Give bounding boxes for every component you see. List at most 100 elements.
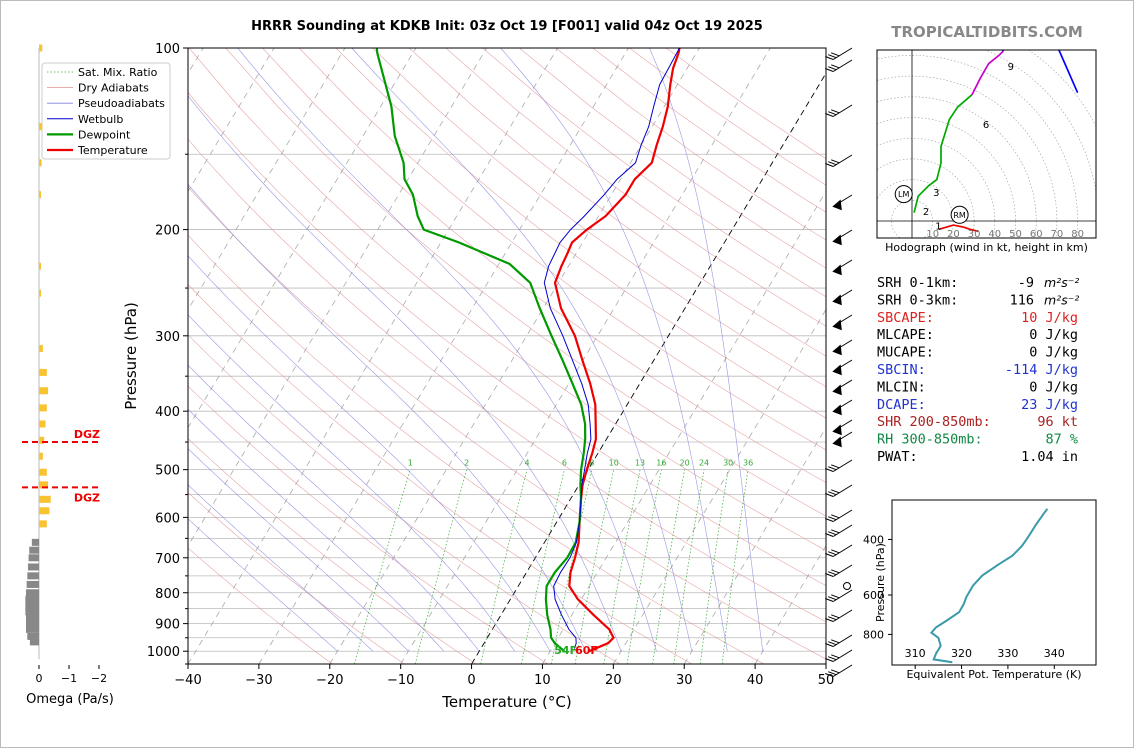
theta-e-area (929, 508, 1049, 664)
omega-bar-positive (39, 345, 43, 353)
isotherm (329, 48, 700, 664)
wind-barb-flag (832, 199, 842, 211)
wind-barb-feather (825, 598, 834, 602)
mixing-ratio-line (550, 469, 593, 664)
omega-tick-label: −2 (91, 672, 107, 685)
x-tick-label: 50 (818, 673, 835, 688)
omega-tick-label: 0 (36, 672, 43, 685)
wind-barb (832, 509, 853, 522)
hodograph-area: 10 20 30 40 50 60 70 80 123 6 9 LM RM (877, 50, 1096, 240)
wind-barb-feather (831, 159, 840, 164)
y-tick-label: 700 (155, 552, 180, 567)
hodograph-height-label: 3 (933, 188, 939, 199)
wind-barb-feather (825, 56, 834, 60)
omega-bar-negative (29, 638, 39, 646)
mixing-ratio-line (721, 469, 749, 664)
omega-bar-negative (26, 620, 39, 628)
dry-adiabat (408, 48, 826, 357)
y-tick-label: 500 (155, 464, 180, 479)
profile-temperature (553, 48, 681, 653)
omega-bar-negative (26, 614, 39, 622)
legend-entry: Temperature (77, 144, 148, 157)
stat-value: 96 kt (1037, 414, 1078, 430)
stat-value: -114 J/kg (1005, 362, 1078, 378)
dgz-label: DGZ (74, 428, 100, 441)
wind-barb-feather (825, 533, 834, 537)
dry-adiabat (445, 48, 826, 327)
stat-label: SRH 0-1km: (877, 275, 958, 291)
theta-e-y-tick-label: 400 (863, 533, 884, 546)
wind-barb (832, 609, 853, 622)
omega-bar-negative (28, 554, 39, 562)
theta-e-x-tick-label: 320 (951, 647, 972, 660)
omega-bar-negative (26, 580, 39, 588)
wind-barb-feather (825, 553, 834, 557)
x-tick-label: 30 (676, 673, 693, 688)
omega-bar-positive (39, 387, 49, 395)
omega-bar-positive (39, 191, 41, 199)
isotherm (188, 48, 275, 193)
pseudoadiabat (188, 364, 480, 652)
dry-adiabat (188, 547, 333, 664)
dry-adiabat (188, 91, 826, 586)
y-tick-label: 100 (155, 42, 180, 57)
wind-barb-feather (831, 64, 840, 69)
x-tick-label: −30 (245, 673, 272, 688)
omega-bar-negative (25, 608, 39, 616)
x-tick-label: 20 (605, 673, 622, 688)
mixing-ratio-label: 6 (562, 459, 567, 468)
legend-entry: Sat. Mix. Ratio (78, 66, 158, 79)
hodograph-trace (971, 50, 1004, 96)
mixing-ratio-line (603, 469, 641, 664)
mixing-ratio-label: 1 (408, 459, 413, 468)
mixing-ratio-line (626, 469, 662, 664)
theta-e-frame (891, 499, 1097, 666)
wind-barb (832, 649, 853, 662)
wind-barb-feather (825, 658, 834, 662)
theta-e-x-tick-label: 310 (905, 647, 926, 660)
wind-barb-feather (831, 569, 840, 574)
x-tick-label: 0 (467, 673, 475, 688)
pseudoadiabat (188, 484, 374, 652)
pseudoadiabat (237, 48, 657, 652)
hodograph-marker (894, 185, 913, 204)
dry-adiabat (188, 283, 692, 664)
wind-barb-feather (828, 54, 837, 59)
mixing-ratio-line (353, 469, 411, 664)
dry-adiabat (188, 138, 826, 623)
stat-value: 10 J/kg (1021, 310, 1078, 326)
wind-barb-feather (828, 466, 837, 471)
skewt-plot-area: 1 2 4 6 8 10 13 16 20 24 30 36 (188, 48, 826, 664)
omega-axis-label: Omega (Pa/s) (26, 692, 114, 707)
wind-barb-feather (831, 529, 840, 534)
wind-barb-feather (825, 518, 834, 522)
omega-bar-positive (39, 289, 41, 297)
wind-barb-feather (831, 594, 840, 599)
wind-barb-feather (828, 641, 837, 646)
hodograph-tick-label: 60 (1030, 229, 1043, 240)
wind-barb-feather (825, 643, 834, 647)
theta-e-y-tick-label: 600 (863, 589, 884, 602)
omega-bar-negative (31, 538, 39, 546)
pseudoadiabat (188, 255, 551, 652)
dry-adiabat (188, 334, 621, 664)
pseudoadiabat (351, 48, 693, 652)
omega-bar-negative (27, 572, 39, 580)
wind-barb (832, 154, 853, 167)
wind-barb-flag (832, 404, 842, 416)
pseudoadiabat (188, 448, 409, 652)
wind-barb (832, 564, 853, 577)
wind-barb-feather (831, 669, 840, 674)
hodograph-tick-label: 80 (1071, 229, 1084, 240)
wind-barb-feather (831, 464, 840, 469)
hodograph-tick-label: 10 (926, 229, 939, 240)
omega-panel: DGZ DGZ 0 −1 −2 Omega (Pa/s) (22, 44, 114, 707)
stat-value: -9 (1018, 275, 1034, 291)
pseudoadiabat (188, 314, 515, 652)
stat-value: 116 (1010, 292, 1034, 308)
surface-temperature-label: 60F (575, 644, 598, 657)
stat-label: PWAT: (877, 449, 918, 465)
wind-barb-flag (832, 424, 842, 436)
omega-bar-negative (25, 602, 39, 610)
hodograph-height-label: 9 (1008, 62, 1014, 73)
